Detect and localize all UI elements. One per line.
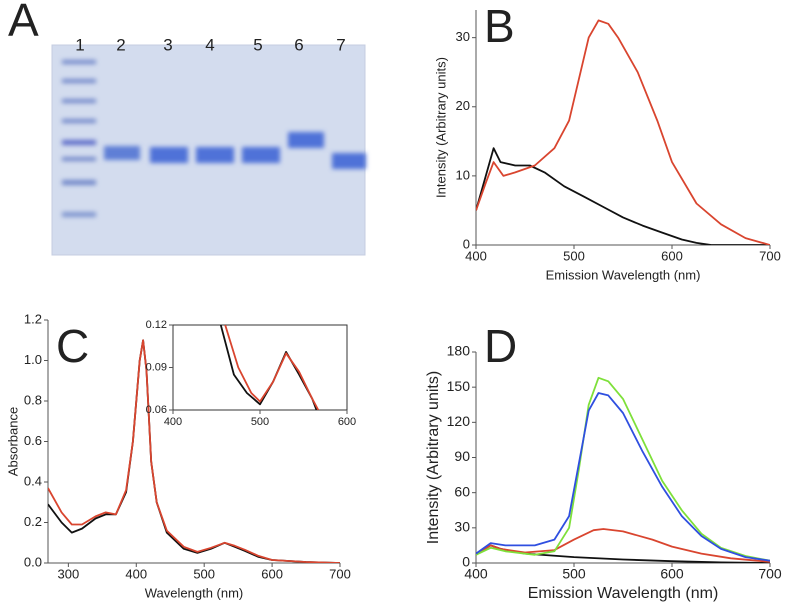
y-tick-label: 0.2	[24, 514, 42, 529]
x-tick-label: 500	[251, 416, 269, 428]
panel-letter: C	[56, 320, 89, 372]
x-tick-label: 600	[261, 566, 283, 581]
data-line	[476, 19, 770, 245]
x-tick-label: 500	[193, 566, 215, 581]
x-tick-label: 700	[329, 566, 351, 581]
chart-panel: 400 500 600 700 0 30 60 90 120 150 180 Emission Wav…	[425, 320, 782, 602]
x-tick-label: 400	[464, 566, 488, 582]
y-tick-label: 1.0	[24, 352, 42, 367]
lane-label: 7	[336, 35, 345, 54]
y-tick-label: 180	[447, 343, 471, 359]
panel-letter: B	[484, 0, 515, 52]
y-tick-label: 0.12	[146, 319, 167, 331]
y-tick-label: 90	[454, 448, 470, 464]
y-tick-label: 60	[454, 483, 470, 499]
lane-label: 3	[163, 35, 172, 54]
data-line	[476, 147, 770, 245]
lane-label: 5	[253, 35, 262, 54]
gel-panel	[51, 44, 366, 256]
y-tick-label: 0.0	[24, 554, 42, 569]
x-tick-label: 600	[661, 248, 683, 263]
x-tick-label: 500	[563, 248, 585, 263]
y-tick-label: 0.09	[146, 361, 167, 373]
y-tick-label: 30	[456, 29, 470, 44]
x-tick-label: 500	[562, 566, 586, 582]
data-line	[476, 376, 770, 562]
x-tick-label: 600	[660, 566, 684, 582]
x-tick-label: 600	[338, 416, 356, 428]
chart-panel: 300 400 500 600 700 0.0 0.2 0.4 0.6 0.8 1.0 1.2 Wave…	[5, 311, 350, 600]
data-line	[224, 325, 320, 410]
x-axis-label: Wavelength (nm)	[145, 585, 244, 600]
x-tick-label: 400	[465, 248, 487, 263]
chart-panel: 400 500 600 700 0 10 20 30 Emission Wavelength (…	[433, 0, 780, 282]
y-tick-label: 1.2	[24, 311, 42, 326]
lane-label: 1	[75, 35, 84, 54]
x-axis-label: Emission Wavelength (nm)	[528, 585, 719, 602]
y-tick-label: 20	[456, 98, 470, 113]
panel-letter: A	[8, 0, 39, 46]
y-tick-label: 30	[454, 519, 470, 535]
y-tick-label: 0.06	[146, 404, 167, 416]
y-axis-label: Intensity (Arbitrary units)	[425, 371, 442, 544]
y-axis-label: Absorbance	[5, 407, 20, 476]
data-line	[476, 544, 770, 563]
lane-label: 6	[294, 35, 303, 54]
chart-panel: 400 500 600 0.06 0.09 0.12	[146, 319, 357, 428]
y-tick-label: 0.8	[24, 392, 42, 407]
y-tick-label: 150	[447, 378, 471, 394]
plot-frame	[172, 324, 348, 411]
y-tick-label: 0	[463, 236, 470, 251]
lane-label: 4	[205, 35, 214, 54]
data-line	[476, 392, 770, 562]
panel-letter: D	[484, 320, 517, 372]
x-tick-label: 300	[58, 566, 80, 581]
y-tick-label: 0.6	[24, 433, 42, 448]
x-axis-label: Emission Wavelength (nm)	[546, 267, 701, 282]
y-tick-label: 0	[462, 554, 470, 570]
x-tick-label: 400	[125, 566, 147, 581]
x-tick-label: 700	[758, 566, 782, 582]
data-line	[48, 339, 340, 563]
data-line	[476, 528, 770, 563]
x-tick-label: 700	[759, 248, 781, 263]
x-tick-label: 400	[164, 416, 182, 428]
lane-label: 2	[116, 35, 125, 54]
y-axis-label: Intensity (Arbitrary units)	[433, 57, 448, 198]
y-tick-label: 120	[447, 413, 471, 429]
gel-bands	[62, 60, 366, 217]
y-tick-label: 10	[456, 167, 470, 182]
y-tick-label: 0.4	[24, 473, 42, 488]
